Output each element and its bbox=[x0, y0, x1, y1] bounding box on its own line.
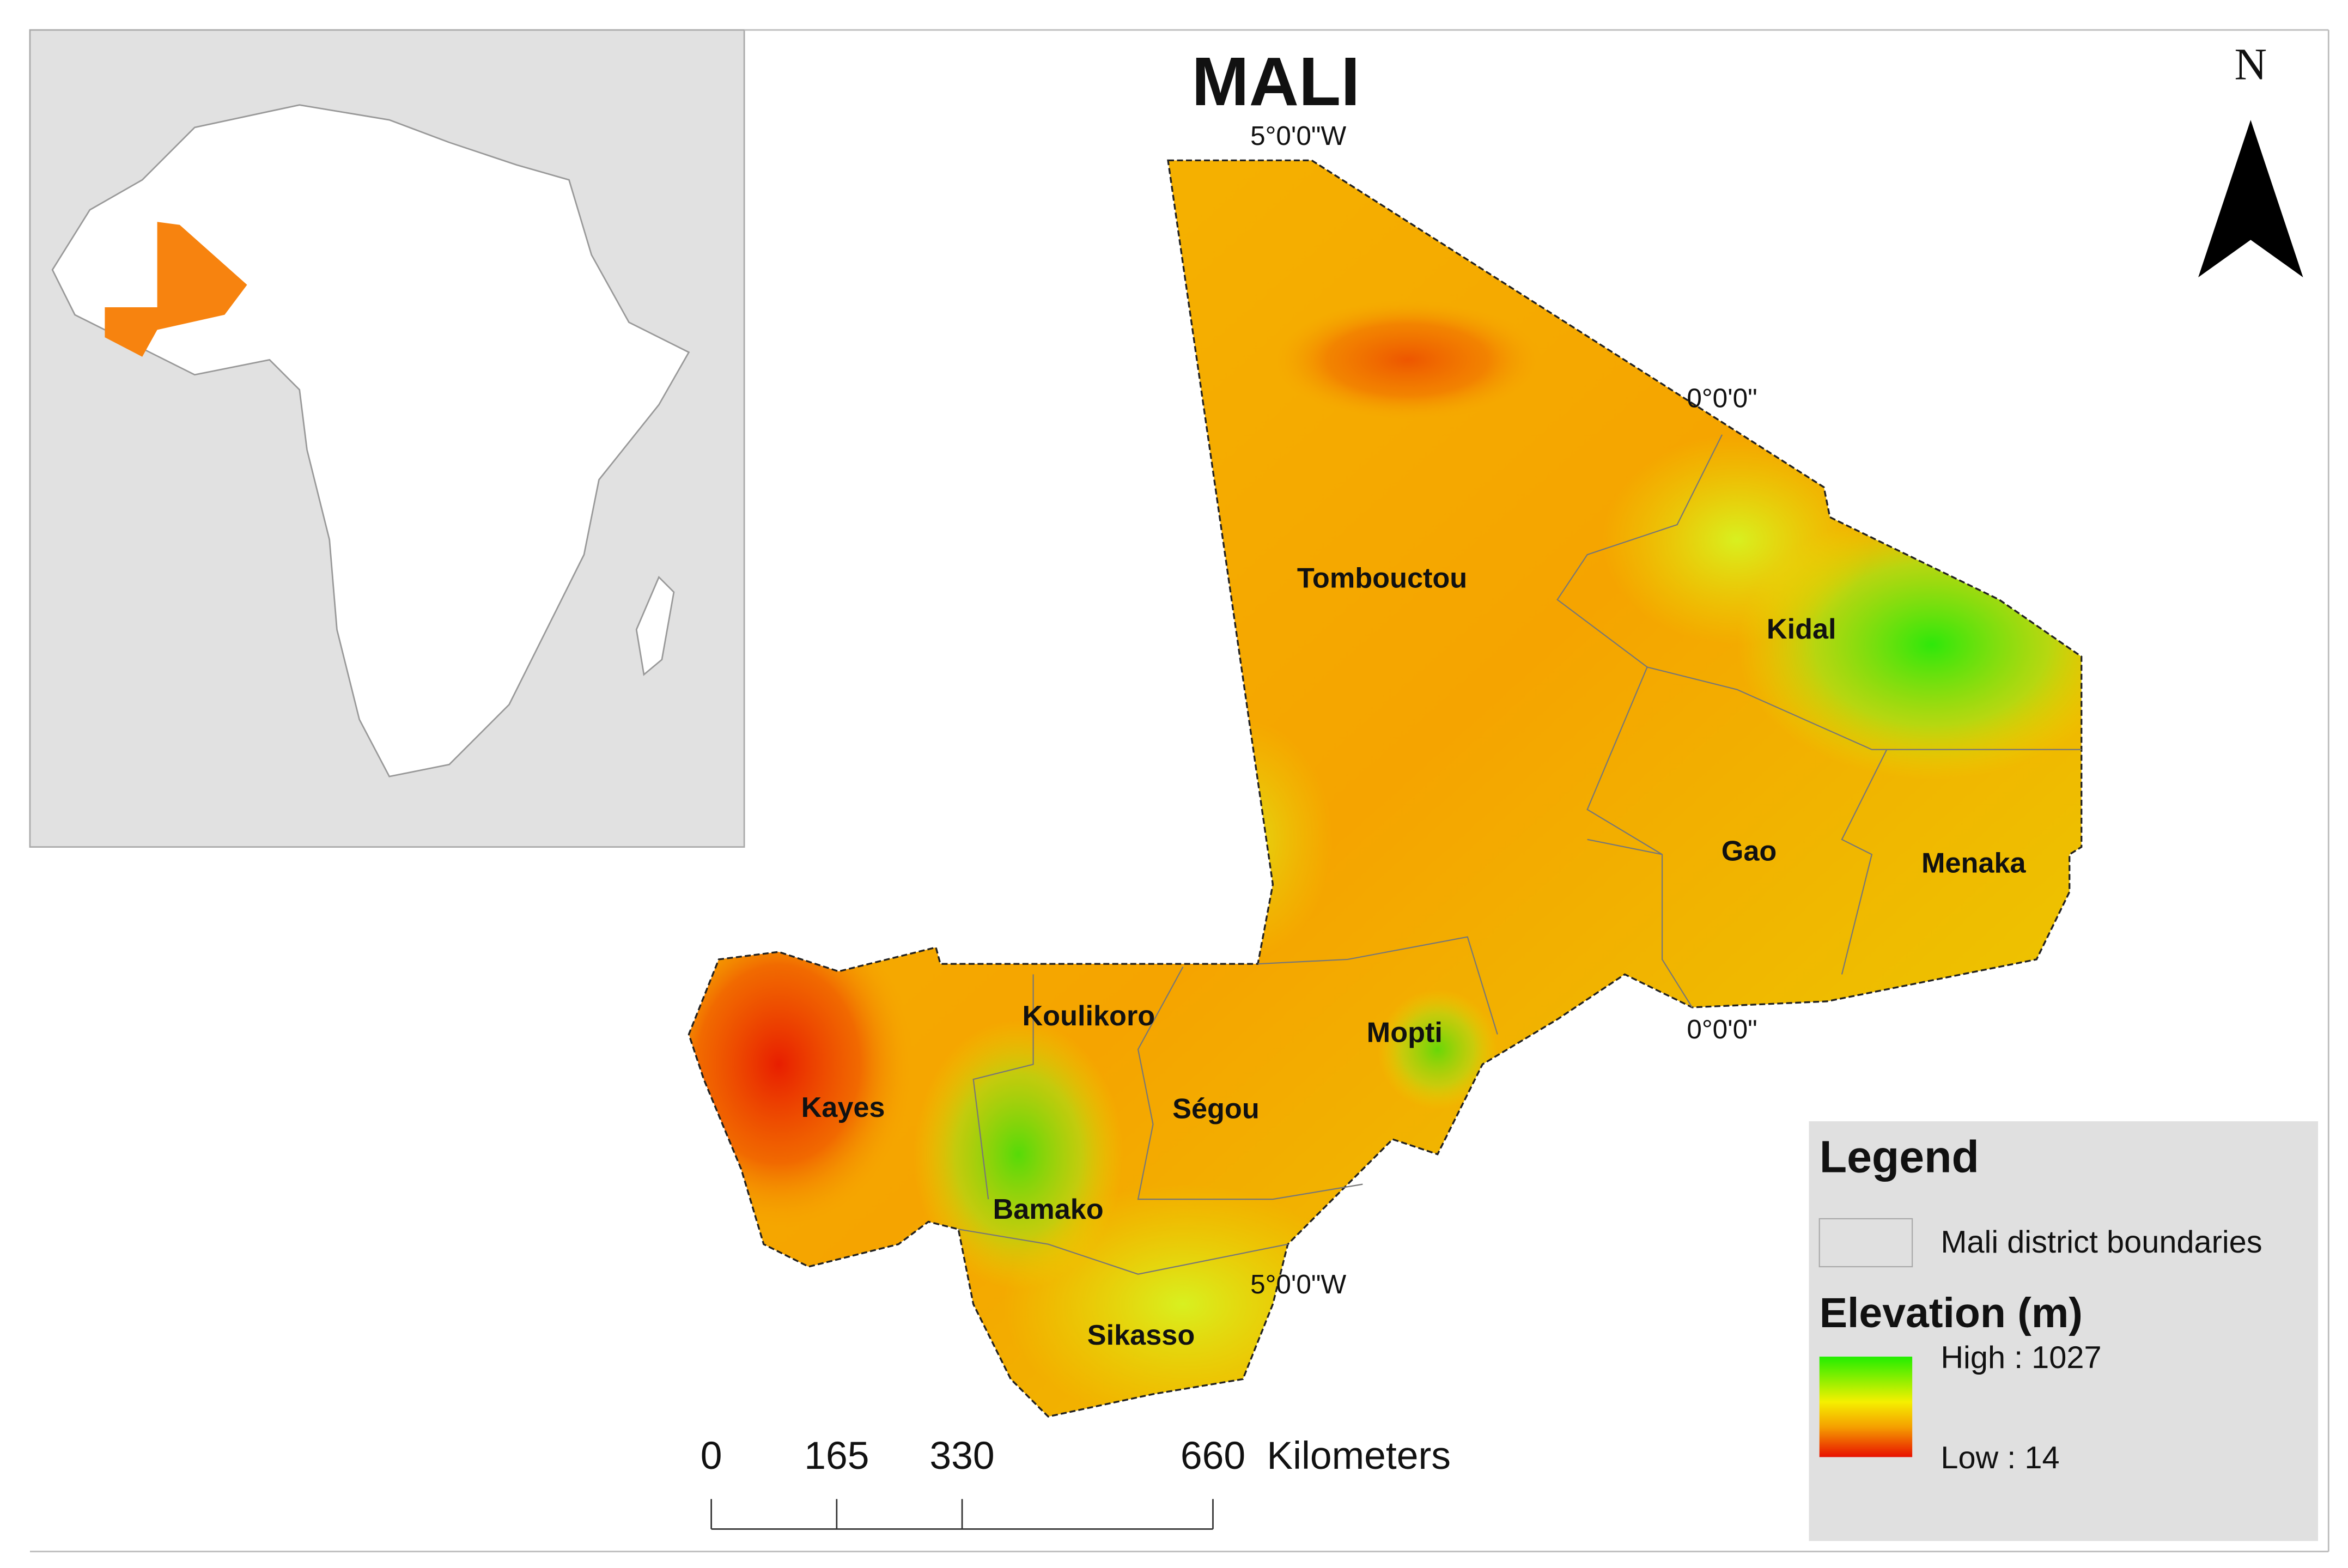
region-label: Koulikoro bbox=[1022, 1000, 1155, 1032]
legend-box bbox=[1809, 1121, 2319, 1541]
region-label: Mopti bbox=[1367, 1017, 1443, 1048]
madagascar bbox=[635, 575, 675, 676]
region-label: Kayes bbox=[801, 1092, 885, 1123]
legend-title: Legend bbox=[1820, 1132, 1979, 1182]
scale-tick-label: 0 bbox=[701, 1434, 722, 1478]
region-label: Bamako bbox=[993, 1194, 1104, 1225]
inset-mali bbox=[105, 222, 247, 357]
north-label: N bbox=[2235, 39, 2267, 89]
district-boundaries bbox=[958, 434, 2082, 1275]
graticule-label: 0°0'0" bbox=[1687, 1014, 1757, 1044]
region-label: Tombouctou bbox=[1297, 563, 1467, 594]
scale-bar: 0 165 330 660 Kilometers bbox=[701, 1434, 1451, 1530]
graticule-label: 5°0'0"W bbox=[1250, 121, 1346, 151]
legend-high: High : 1027 bbox=[1941, 1340, 2101, 1375]
region-label: Ségou bbox=[1172, 1093, 1260, 1125]
map-title: MALI bbox=[1191, 42, 1360, 120]
elevation-ramp bbox=[1819, 1357, 1913, 1457]
region-label: Sikasso bbox=[1087, 1320, 1195, 1351]
legend-item: Mali district boundaries bbox=[1941, 1225, 2262, 1260]
region-label: Gao bbox=[1722, 835, 1777, 867]
scale-tick-label: 165 bbox=[804, 1434, 869, 1478]
legend-low: Low : 14 bbox=[1941, 1441, 2059, 1475]
legend-subtitle: Elevation (m) bbox=[1820, 1290, 2083, 1336]
graticule-label: 0°0'0" bbox=[1687, 384, 1757, 414]
scale-tick-label: 330 bbox=[929, 1434, 994, 1478]
region-label: Menaka bbox=[1921, 847, 2027, 879]
north-arrow bbox=[2198, 120, 2303, 278]
graticule-label: 5°0'0"W bbox=[1250, 1269, 1346, 1299]
boundary-swatch bbox=[1818, 1218, 1913, 1268]
region-label: Kidal bbox=[1767, 613, 1836, 645]
scale-unit: Kilometers bbox=[1267, 1434, 1451, 1478]
scale-tick-label: 660 bbox=[1181, 1434, 1245, 1478]
